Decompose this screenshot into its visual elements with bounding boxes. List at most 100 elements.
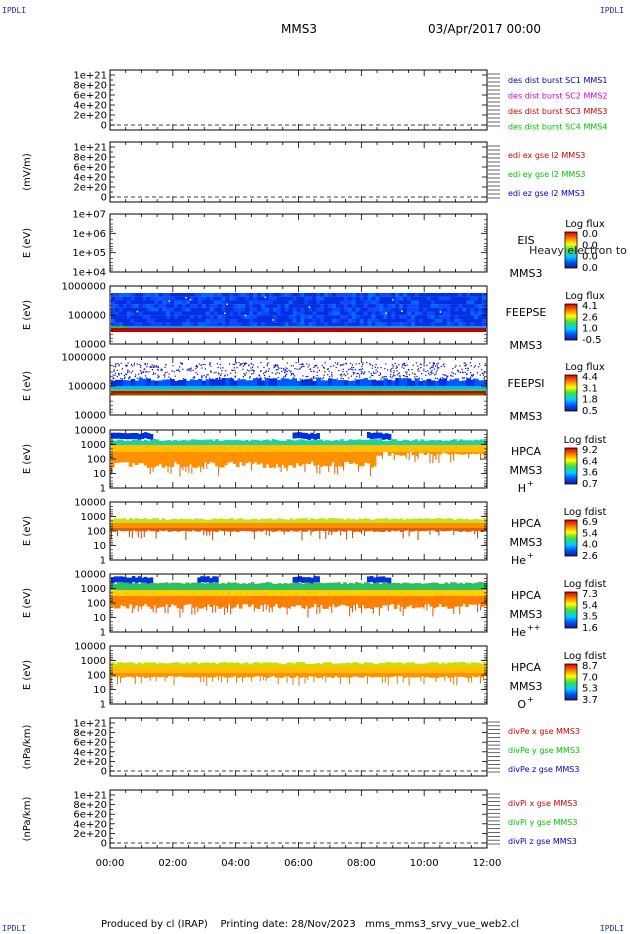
spectrogram-cell (236, 367, 238, 369)
spectrogram-cell (143, 673, 148, 678)
spectrogram-cell (395, 365, 398, 367)
spectrogram-cell (407, 293, 412, 297)
spectrogram-cell (313, 439, 317, 446)
spectrogram-cell (111, 322, 116, 327)
spectrogram-cell (142, 318, 148, 323)
spectrogram-cell (212, 445, 216, 452)
spectrogram-cell (206, 519, 210, 525)
spectrogram-cell (359, 318, 365, 323)
spectrogram-cell (203, 439, 207, 446)
spectrogram-cell (462, 293, 467, 297)
spectrogram-cell (206, 374, 208, 376)
spectrogram-cell (446, 307, 451, 312)
spectrogram-cell (381, 663, 386, 668)
spectrogram-cell (220, 374, 222, 377)
spectrogram-cell (178, 300, 183, 305)
spectrogram-cell (395, 311, 400, 316)
mission-title: MMS3 (281, 22, 317, 36)
spectrogram-cell (405, 582, 410, 591)
spectrogram-cell (250, 363, 253, 365)
spectrogram-cell (411, 596, 416, 609)
spectrogram-cell (168, 300, 171, 302)
spectrogram-cell (310, 432, 314, 439)
spectrogram-cell (264, 378, 270, 387)
spectrogram-cell (288, 304, 294, 308)
spectrogram-cell (213, 372, 215, 374)
spectrogram-cell (349, 663, 353, 668)
spectrogram-cell (369, 439, 374, 446)
spectrogram-cell (302, 375, 304, 377)
spectrogram-cell (435, 452, 439, 455)
spectrogram-cell (405, 375, 407, 378)
spectrogram-cell (422, 311, 428, 316)
spectrogram-cell (426, 300, 432, 305)
legend-edi-1: edi ey gse l2 MMS3 (508, 170, 586, 179)
spectrogram-cell (233, 662, 237, 667)
spectrogram-cell (116, 576, 121, 583)
spectrogram-cell (194, 445, 198, 452)
spectrogram-cell (134, 386, 140, 389)
spectrogram-cell (483, 666, 487, 673)
spectrogram-cell (304, 322, 309, 327)
spectrogram-cell (283, 369, 285, 371)
spectrogram-cell (304, 445, 309, 452)
spectrogram-cell (289, 583, 294, 592)
spectrogram-cell (336, 300, 341, 305)
spectrogram-cell (351, 366, 353, 369)
spectrogram-cell (262, 596, 267, 605)
spacecraft-label: MMS3 (510, 536, 543, 549)
spectrogram-cell (152, 518, 157, 524)
spectrogram-cell (389, 369, 392, 371)
spectrogram-cell (465, 528, 469, 532)
spectrogram-cell (337, 518, 341, 524)
spectrogram-cell (227, 582, 231, 591)
spectrogram-cell (262, 452, 267, 468)
spectrogram-cell (189, 386, 195, 389)
spectrogram-cell (205, 315, 211, 319)
spectrogram-cell (313, 596, 317, 605)
spectrogram-cell (274, 452, 279, 464)
spectrogram-cell (271, 528, 276, 532)
spectrogram-cell (215, 371, 217, 373)
y-tick-label: 10 (93, 541, 106, 552)
spectrogram-cell (328, 322, 333, 327)
spectrogram-cell (450, 523, 454, 528)
spectrogram-cell (256, 666, 261, 673)
spectrogram-cell (167, 452, 172, 467)
spectrogram-cell (347, 300, 353, 305)
spectrogram-cell (182, 307, 187, 312)
spectrogram-cell (286, 676, 288, 683)
spectrogram-cell (471, 676, 473, 683)
spectrogram-cell (178, 311, 183, 316)
spectrogram-cell (438, 300, 444, 305)
spectrogram-cell (414, 322, 420, 327)
spectrogram-cell (417, 523, 422, 528)
spectrogram-cell (213, 386, 219, 389)
spectrogram-cell (314, 365, 316, 367)
spectrogram-cell (439, 377, 442, 379)
spectrogram-cell (308, 322, 313, 327)
spectrogram-cell (227, 445, 231, 452)
spectrogram-cell (482, 315, 487, 319)
spectrogram-cell (343, 304, 349, 308)
spectrogram-cell (300, 315, 305, 319)
spectrogram-cell (325, 673, 329, 678)
spectrogram-cell (478, 296, 483, 301)
spectrogram-cell (225, 318, 230, 323)
spectrogram-cell (391, 293, 396, 297)
spectrogram-cell (366, 528, 371, 532)
spectrogram-cell (241, 300, 246, 305)
spectrogram-cell (149, 662, 154, 667)
spectrogram-cell (280, 590, 285, 596)
spectrogram-cell (359, 322, 365, 327)
spectrogram-cell (298, 583, 303, 592)
spectrogram-cell (116, 439, 121, 446)
spectrogram-cell (268, 368, 270, 370)
spectrogram-cell (289, 590, 294, 596)
spectrogram-cell (426, 452, 431, 454)
spectrogram-cell (471, 662, 475, 667)
spectrogram-cell (414, 452, 419, 456)
spectrogram-cell (197, 673, 201, 678)
spectrogram-cell (358, 528, 362, 532)
spectrogram-cell (218, 583, 222, 592)
